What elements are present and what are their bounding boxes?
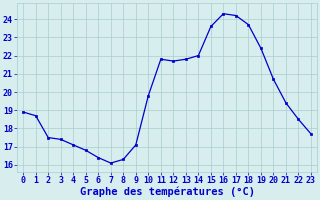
- X-axis label: Graphe des températures (°C): Graphe des températures (°C): [80, 187, 255, 197]
